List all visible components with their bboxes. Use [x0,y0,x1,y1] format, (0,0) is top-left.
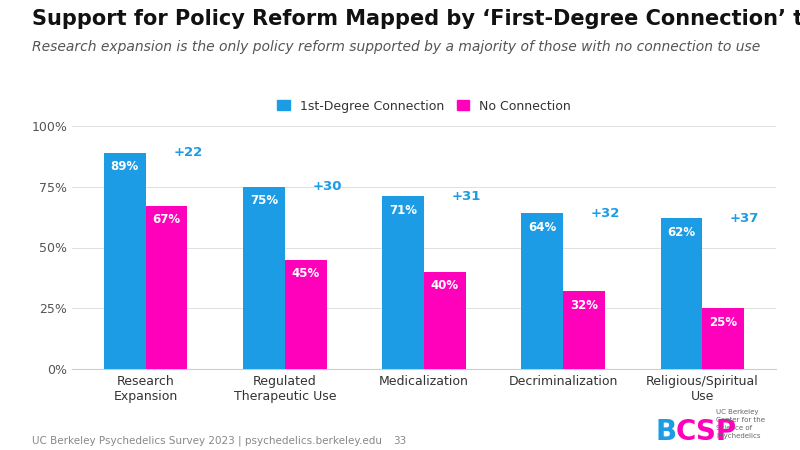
Text: CSP: CSP [676,418,737,446]
Text: 62%: 62% [667,225,695,238]
Text: Support for Policy Reform Mapped by ‘First-Degree Connection’ to Use: Support for Policy Reform Mapped by ‘Fir… [32,9,800,29]
Text: +31: +31 [452,190,482,203]
Text: 89%: 89% [110,160,139,173]
Text: +30: +30 [313,180,342,193]
Bar [382,197,424,369]
Text: +37: +37 [730,212,759,225]
Text: UC Berkeley Psychedelics Survey 2023 | psychedelics.berkeley.edu: UC Berkeley Psychedelics Survey 2023 | p… [32,435,382,446]
Bar [146,206,187,369]
Text: +32: +32 [591,207,620,220]
Text: 25%: 25% [709,315,737,328]
Text: 32%: 32% [570,298,598,311]
Text: B: B [656,418,677,446]
Bar [563,291,605,369]
Bar [702,308,744,369]
Text: 33: 33 [394,436,406,446]
Text: 64%: 64% [528,221,556,234]
Text: UC Berkeley
Center for the
Science of
Psychedelics: UC Berkeley Center for the Science of Ps… [716,409,765,439]
Bar [424,272,466,369]
Text: 40%: 40% [431,279,459,292]
Bar [243,187,285,369]
Text: +22: +22 [174,146,203,159]
Text: 71%: 71% [389,204,417,217]
Text: 45%: 45% [292,267,320,280]
Text: 75%: 75% [250,194,278,207]
Legend: 1st-Degree Connection, No Connection: 1st-Degree Connection, No Connection [274,96,574,116]
Bar [522,213,563,369]
Bar [661,218,702,369]
Text: 67%: 67% [153,213,181,226]
Bar [285,260,326,369]
Text: Research expansion is the only policy reform supported by a majority of those wi: Research expansion is the only policy re… [32,40,760,54]
Bar [104,153,146,369]
